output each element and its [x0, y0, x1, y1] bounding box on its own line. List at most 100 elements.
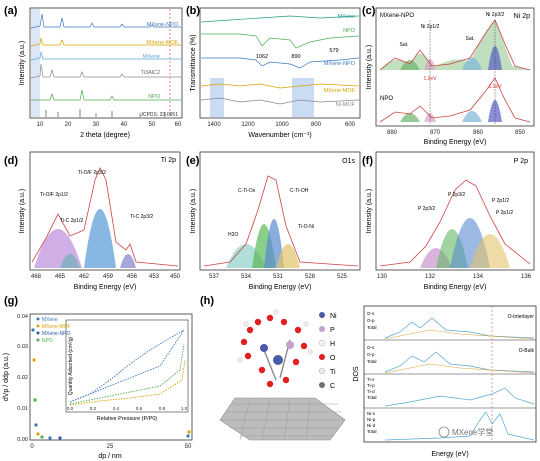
dos-curve	[384, 317, 535, 339]
axis-label: Binding Energy (eV)	[74, 284, 137, 291]
trace-label: Ti3AlC2	[141, 70, 160, 76]
tick-label: 880	[387, 130, 398, 136]
dos-line-label: Total	[367, 429, 377, 434]
panel-d-xticks: 468 465 462 459 456 453 450	[31, 274, 181, 280]
inset-mxene-branch	[69, 329, 185, 403]
peak-label: Ni 2p1/2	[421, 24, 440, 30]
tick-label: 40	[121, 122, 128, 128]
tick-label: 0.4	[113, 406, 120, 411]
legend-entry: MXene	[42, 317, 58, 323]
tick-label: 537	[209, 274, 220, 280]
axis-label: Wavenumber (cm⁻¹)	[248, 132, 311, 139]
peak-label: P 2p1/2	[492, 198, 509, 204]
panel-d-axes	[29, 151, 181, 271]
panel-f-xticks: 130 132 134 136	[377, 274, 532, 280]
trace-ti3alc2	[30, 63, 181, 79]
axis-label: Relative Pressure (P/P0)	[97, 416, 158, 422]
dos-line-label: Ni-p	[367, 417, 376, 422]
legend-entry: C	[330, 383, 335, 390]
panel-a-highlight	[31, 9, 40, 117]
tick-label: 528	[305, 274, 316, 280]
tick-label: 1.0	[181, 406, 188, 411]
trace-mxene-npo	[30, 13, 181, 29]
legend-entry: H	[330, 341, 335, 348]
legend-entry: Ni	[330, 313, 337, 320]
axis-label: Intensity (a.u.)	[366, 45, 373, 89]
dos-line-label: Ti-s	[367, 377, 375, 382]
trace-label: MXene-MOF	[147, 40, 179, 46]
panel-c: (c) Ni 2p MXene-NPO NPO Ni 2p1/2 Ni 2p3/…	[362, 5, 535, 146]
peak-label: P 2p3/2	[418, 206, 435, 212]
trace-ni-mof	[200, 97, 360, 105]
axis-label: Intensity (a.u.)	[190, 189, 197, 233]
shift-label: 1.2eV	[423, 76, 437, 82]
trace-jcpds-sticks	[45, 109, 166, 117]
panel-h-label: (h)	[200, 295, 214, 307]
legend-entry: MXene-MOF	[42, 324, 71, 330]
peak-label: C-Ti-Ox	[238, 188, 256, 194]
tick-label: 0.00	[17, 437, 28, 443]
tick-label: 800	[311, 122, 322, 128]
axis-label: DOS	[353, 366, 360, 382]
panel-i: O-Interlayer O-s O-p Total O-Bulk O-s O-…	[353, 305, 537, 458]
axis-label: Energy (eV)	[431, 451, 468, 458]
panel-e-xticks: 537 534 531 528 525	[209, 274, 348, 280]
tick-label: 465	[55, 274, 66, 280]
peak-label: 1062	[256, 54, 268, 60]
tick-label: 20	[65, 122, 72, 128]
tick-label: 1400	[207, 122, 221, 128]
dos-line-label: O-s	[367, 311, 375, 316]
tick-label: 10	[37, 122, 44, 128]
peak-label: Sat.	[466, 36, 475, 42]
dos-curve	[384, 363, 535, 374]
dos-line-label: O-p	[367, 318, 375, 323]
panel-d: (d) Ti 2p Ti-O/F 2p1/2 Ti-O/F 2p3/2 Ti-C…	[4, 151, 181, 291]
panel-g-legend: MXene MXene-MOF MXene-NPO NPO	[36, 317, 71, 344]
dos-line-label: Ti-p	[367, 383, 375, 388]
inset-mxene-branch	[69, 329, 185, 403]
panel-a-xticks: 10 20 30 40 50 60	[37, 122, 182, 128]
dos-curve	[384, 329, 535, 340]
tick-label: 462	[79, 274, 90, 280]
panel-c-bottom-spectrum	[379, 77, 531, 123]
sample-label: MXene-NPO	[380, 13, 414, 19]
tick-label: 1200	[241, 122, 255, 128]
trace-mxene-npo	[201, 57, 360, 69]
tick-label: 453	[149, 274, 160, 280]
trace-label: NPO	[343, 28, 356, 34]
panel-h: (h)	[200, 295, 346, 441]
block-title: O-Bulk	[519, 348, 535, 354]
block-title: O-Interlayer	[508, 314, 535, 320]
panel-c-label: (c)	[362, 5, 376, 17]
tick-label: 870	[430, 130, 441, 136]
tick-label: 459	[103, 274, 114, 280]
dos-line-label: Total	[367, 395, 377, 400]
peak-label: Ti-O/F 2p1/2	[40, 192, 68, 198]
panel-f: (f) P 2p P 2p3/2 P 2p3/2 P 2p1/2 P 2p1/2…	[362, 151, 535, 291]
peak-label: Ti-O-Ni	[298, 224, 314, 230]
tick-label: 456	[127, 274, 138, 280]
panel-title: Ni 2p	[514, 13, 530, 20]
dos-line-label: O-s	[367, 345, 375, 350]
panel-g-xticks: 0 25 50	[30, 444, 192, 450]
tick-label: 534	[241, 274, 252, 280]
panel-a: (a) MXene-NPO MXene-MOF MXene Ti3AlC2 NP…	[4, 5, 183, 139]
panel-f-axes	[375, 151, 535, 271]
axis-label: dp / nm	[98, 453, 122, 460]
peak-label: P 2p3/2	[448, 192, 465, 198]
tick-label: 0.2	[90, 406, 97, 411]
panel-title: P 2p	[514, 158, 528, 165]
panel-e: (e) O1s C-Ti-Ox C-Ti-OH H2O Ti-O-Ni 537 …	[186, 151, 361, 291]
tick-label: 0.03	[17, 344, 28, 350]
sample-label: NPO	[380, 96, 393, 102]
inset-xticks: 0.0 0.2 0.4 0.6 0.8 1.0	[67, 406, 188, 411]
tick-label: 25	[107, 444, 114, 450]
tick-label: 130	[377, 274, 388, 280]
tick-label: 860	[473, 130, 484, 136]
structure-model	[219, 309, 346, 441]
trace-mxene	[30, 51, 181, 61]
trace-label: MXene	[338, 14, 355, 20]
trace-label: MXene-MOF	[324, 88, 356, 94]
panel-c-axes	[375, 7, 535, 127]
